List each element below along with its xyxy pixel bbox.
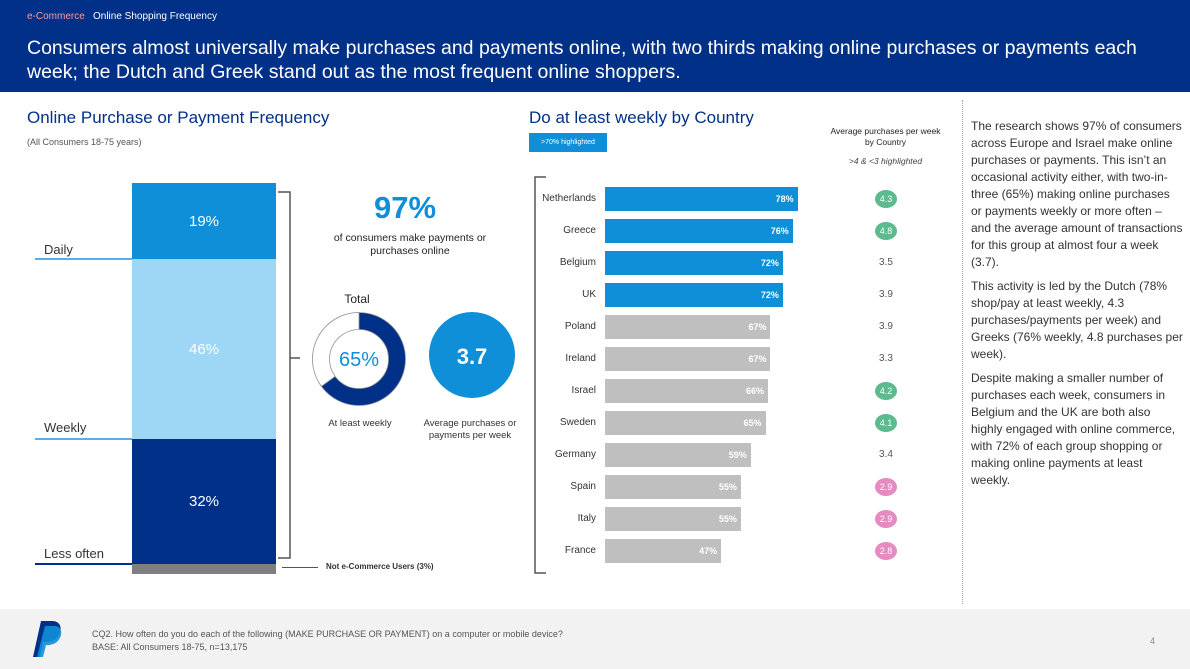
country-bar <box>605 251 783 275</box>
country-bar <box>605 283 783 307</box>
page-headline: Consumers almost universally make purcha… <box>27 37 1137 83</box>
country-avg-value: 2.8 <box>875 542 897 560</box>
country-bar <box>605 315 771 339</box>
country-bar-value: 67% <box>748 354 767 364</box>
country-label: Ireland <box>565 353 596 364</box>
country-avg-value: 4.8 <box>875 222 897 240</box>
weekly-segment: 46% <box>132 259 276 439</box>
avg-circle-chart: 3.7 <box>429 312 515 398</box>
country-bar <box>605 187 798 211</box>
weekly-underline <box>35 438 132 440</box>
country-bar-value: 78% <box>775 194 794 204</box>
country-bar <box>605 411 766 435</box>
avg-column-note: >4 & <3 highlighted <box>848 156 923 166</box>
country-avg-value: 2.9 <box>875 478 897 496</box>
not-users-connector <box>282 567 318 568</box>
country-bar-value: 55% <box>718 514 737 524</box>
country-bar-value: 66% <box>746 386 765 396</box>
country-bar <box>605 219 793 243</box>
country-label: Israel <box>571 385 596 396</box>
frequency-subtitle: (All Consumers 18-75 years) <box>27 137 142 147</box>
country-label: UK <box>582 289 596 300</box>
country-label: France <box>564 545 596 556</box>
country-bracket <box>534 176 546 574</box>
country-label: Spain <box>570 481 596 492</box>
not-users-segment <box>132 564 276 574</box>
less-often-underline <box>35 563 132 565</box>
highlight-badge: >70% highlighted <box>529 133 607 152</box>
summary-paragraph-1: The research shows 97% of consumers acro… <box>971 119 1183 269</box>
country-label: Italy <box>577 513 596 524</box>
country-bar-value: 55% <box>718 482 737 492</box>
summary-text: The research shows 97% of consumers acro… <box>971 118 1183 496</box>
country-avg-value: 3.9 <box>879 321 893 332</box>
donut-value: 65% <box>339 349 379 371</box>
country-bar <box>605 347 771 371</box>
footer-bar <box>0 609 1190 669</box>
frequency-bracket <box>278 191 300 559</box>
avg-column-header: Average purchases per week by Country <box>830 126 941 147</box>
big-pct: 97% <box>373 190 437 225</box>
country-label: Greece <box>563 225 596 236</box>
less-often-segment: 32% <box>132 439 276 564</box>
daily-value: 19% <box>188 212 220 230</box>
country-bar-value: 65% <box>743 418 762 428</box>
frequency-title: Online Purchase or Payment Frequency <box>27 108 330 127</box>
donut-chart: 65% <box>312 312 406 406</box>
summary-paragraph-3: Despite making a smaller number of purch… <box>971 371 1176 487</box>
country-bar-value: 47% <box>699 546 718 556</box>
avg-caption: Average purchases or payments per week <box>423 418 517 441</box>
country-bar <box>605 507 741 531</box>
country-avg-value: 4.1 <box>875 414 897 432</box>
donut-caption: At least weekly <box>328 418 392 429</box>
country-avg-value: 2.9 <box>875 510 897 528</box>
daily-label: Daily <box>44 242 73 257</box>
breadcrumb-section[interactable]: e-Commerce <box>27 11 85 22</box>
country-label: Poland <box>564 321 596 332</box>
country-bar <box>605 539 722 563</box>
big-desc: of consumers make payments or purchases … <box>333 232 487 257</box>
country-bar-value: 72% <box>760 258 779 268</box>
column-divider <box>962 100 963 604</box>
donut-remainder-arc <box>312 312 360 387</box>
header-banner <box>0 0 1190 92</box>
country-bar <box>605 475 741 499</box>
daily-segment: 19% <box>132 183 276 259</box>
country-avg-value: 3.4 <box>879 449 893 460</box>
country-bar-value: 72% <box>760 290 779 300</box>
donut-total-label: Total <box>344 292 370 306</box>
country-label: Belgium <box>559 257 596 268</box>
footer-base: BASE: All Consumers 18-75, n=13,175 <box>92 642 248 652</box>
breadcrumb-page[interactable]: Online Shopping Frequency <box>93 11 217 22</box>
country-label: Germany <box>554 449 596 460</box>
footer-question: CQ2. How often do you do each of the fol… <box>92 629 563 639</box>
country-bar-value: 59% <box>728 450 747 460</box>
avg-value: 3.7 <box>457 344 488 369</box>
country-avg-value: 3.5 <box>879 257 893 268</box>
country-avg-value: 4.2 <box>875 382 897 400</box>
country-label: Sweden <box>559 417 596 428</box>
country-avg-value: 3.9 <box>879 289 893 300</box>
weekly-value: 46% <box>188 340 220 358</box>
less-often-value: 32% <box>188 493 220 510</box>
country-title: Do at least weekly by Country <box>529 108 754 127</box>
country-avg-value: 3.3 <box>879 353 893 364</box>
less-often-label: Less often <box>44 546 104 561</box>
country-bar-value: 76% <box>770 226 789 236</box>
paypal-logo-icon <box>33 621 62 657</box>
country-label: Netherlands <box>542 193 596 204</box>
summary-paragraph-2: This activity is led by the Dutch (78% s… <box>971 279 1183 361</box>
country-bar <box>605 443 751 467</box>
daily-underline <box>35 258 132 260</box>
weekly-label: Weekly <box>44 420 87 435</box>
country-bar <box>605 379 769 403</box>
page-number: 4 <box>1150 636 1156 646</box>
not-users-label: Not e-Commerce Users (3%) <box>326 562 434 571</box>
country-avg-value: 4.3 <box>875 190 897 208</box>
country-bar-value: 67% <box>748 322 767 332</box>
